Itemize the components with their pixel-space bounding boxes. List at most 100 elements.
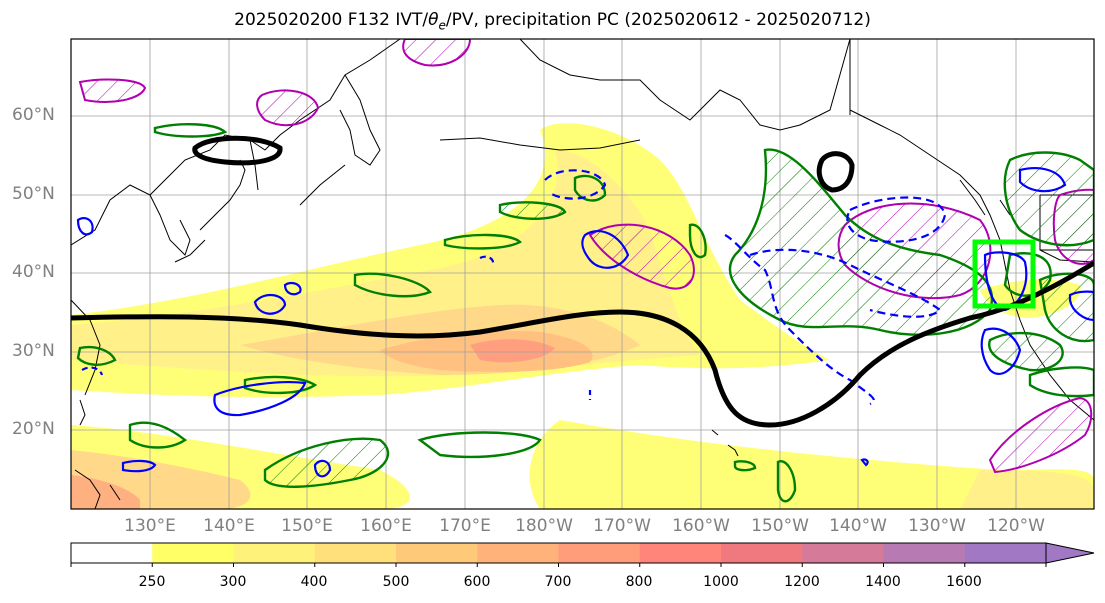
lon-label-150e: 150°E (281, 516, 333, 536)
title-prefix: 2025020200 F132 IVT/ (234, 10, 429, 30)
lon-label-160e: 160°E (360, 516, 412, 536)
plot-area (71, 39, 1094, 509)
theta-e-16 (776, 460, 797, 503)
theta-e-contours (76, 123, 1094, 503)
ivt-band-east (529, 420, 1094, 509)
plot-frame (70, 38, 1095, 510)
lon-label-170w: 170°W (593, 516, 651, 536)
colorbar (70, 542, 1095, 567)
colorbar-cell (396, 543, 478, 563)
theta-e-17 (733, 460, 757, 472)
ivt-band-south-3 (71, 475, 140, 509)
pv-pos-3 (402, 39, 472, 67)
coast-japan (174, 159, 246, 263)
cb-tick-600: 600 (463, 574, 491, 590)
pv-neg-4 (544, 169, 607, 200)
colorbar-cell (964, 543, 1047, 563)
pv-neg-8 (846, 196, 947, 243)
lat-label-20: 20°N (12, 419, 55, 439)
colorbar-cell (477, 543, 559, 563)
coast-hawaii (711, 429, 739, 457)
coast-kamchatka (339, 74, 381, 166)
colorbar-cell (721, 543, 803, 563)
highlight-box (972, 239, 1036, 309)
pv-neg-18 (81, 366, 104, 376)
jet-contour (71, 135, 1094, 428)
lat-label-30: 30°N (12, 341, 55, 361)
theta-e-15 (76, 346, 117, 366)
theta-e-2 (498, 201, 567, 220)
pv-neg-10 (213, 381, 307, 417)
cb-tick-1200: 1200 (784, 574, 820, 590)
colorbar-extend-arrow (1045, 542, 1095, 564)
coast-aleutians (439, 137, 641, 151)
pv-neg-16 (1068, 290, 1094, 322)
pv-neg-12 (313, 459, 332, 478)
cb-tick-300: 300 (219, 574, 247, 590)
lat-label-50: 50°N (12, 184, 55, 204)
title-theta: θ (428, 10, 439, 30)
coast-kuril (299, 164, 346, 206)
theta-e-1 (153, 123, 228, 138)
pv-negative (76, 167, 1094, 478)
pv-pos-2 (256, 89, 320, 127)
pv-neg-11 (121, 459, 157, 473)
theta-e-6 (1003, 151, 1094, 247)
jet-closed-2 (816, 151, 855, 193)
lon-label-140e: 140°E (203, 516, 255, 536)
pv-neg-7 (724, 234, 876, 406)
pv-pos-1 (78, 78, 147, 103)
theta-e-4 (353, 272, 432, 298)
theta-e-13 (417, 431, 542, 459)
title-theta-sub: e (438, 18, 446, 33)
cb-tick-1600: 1600 (946, 574, 982, 590)
pv-pos-7 (988, 396, 1093, 474)
theta-e-19 (688, 223, 707, 259)
map-title: 2025020200 F132 IVT/θe/PV, precipitation… (0, 10, 1105, 32)
lon-label-170e: 170°E (439, 516, 491, 536)
coast-alaska (519, 39, 851, 131)
cb-tick-400: 400 (300, 574, 328, 590)
colorbar-cell (558, 543, 641, 563)
lon-label-180w: 180°W (515, 516, 573, 536)
theta-e-9 (988, 331, 1064, 372)
lat-label-60: 60°N (12, 105, 55, 125)
coast-china (71, 299, 101, 396)
pv-pos-4 (588, 223, 695, 290)
lon-label-150w: 150°W (751, 516, 809, 536)
theta-e-10 (1028, 366, 1094, 398)
pv-neg-2 (253, 293, 287, 315)
theta-e-3 (443, 233, 523, 250)
theta-e-11 (128, 421, 188, 449)
colorbar-cell (71, 543, 153, 563)
coast-asia (71, 39, 401, 246)
coast-sakhalin (249, 139, 259, 191)
colorbar-cell (314, 543, 397, 563)
pv-neg-13 (1018, 167, 1067, 193)
theta-e-8 (1038, 272, 1094, 343)
pv-neg-1 (76, 216, 94, 236)
cb-tick-700: 700 (544, 574, 572, 590)
title-suffix: /PV, precipitation PC (2025020612 - 2025… (445, 10, 871, 30)
ivt-band-600 (470, 339, 555, 363)
lat-label-40: 40°N (12, 262, 55, 282)
pv-neg-6 (479, 255, 495, 267)
pv-neg-17 (860, 458, 869, 467)
colorbar-cell (883, 543, 966, 563)
coast-taiwan (79, 399, 86, 426)
cb-tick-800: 800 (625, 574, 653, 590)
pv-neg-5 (581, 229, 630, 269)
colorbar-cell (233, 543, 316, 563)
lon-label-120w: 120°W (987, 516, 1045, 536)
lon-label-140w: 140°W (829, 516, 887, 536)
pv-neg-14 (983, 251, 1028, 312)
pv-neg-15 (980, 327, 1022, 375)
jet-closed-1 (192, 135, 283, 166)
lon-label-130e: 130°E (124, 516, 176, 536)
coast-korea (149, 194, 191, 256)
lon-label-130w: 130°W (908, 516, 966, 536)
theta-e-14 (243, 375, 318, 395)
cb-tick-250: 250 (138, 574, 166, 590)
lon-label-160w: 160°W (672, 516, 730, 536)
